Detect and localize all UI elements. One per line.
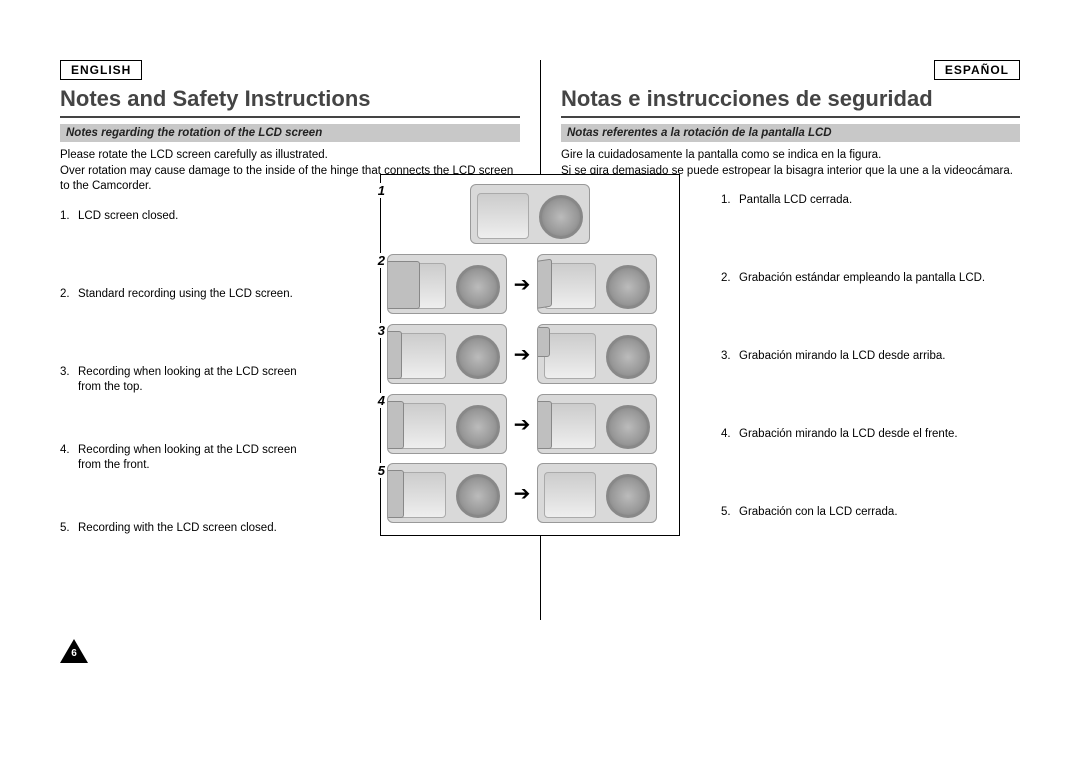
language-tag-english: ENGLISH	[60, 60, 142, 80]
figure-row: 2 ➔	[387, 249, 673, 319]
figure-row-number: 4	[369, 393, 385, 408]
camcorder-icon	[537, 254, 657, 314]
list-item: 4. Recording when looking at the LCD scr…	[60, 443, 320, 513]
camcorder-icon	[537, 394, 657, 454]
item-number: 1.	[60, 209, 78, 279]
item-text: Recording when looking at the LCD screen…	[78, 443, 320, 513]
list-item: 5. Grabación con la LCD cerrada.	[721, 505, 1020, 565]
list-item: 4. Grabación mirando la LCD desde el fre…	[721, 427, 1020, 497]
figure-row-number: 1	[369, 183, 385, 198]
item-text: Grabación mirando la LCD desde el frente…	[739, 427, 1020, 497]
list-spanish: 1. Pantalla LCD cerrada. 2. Grabación es…	[721, 193, 1020, 565]
item-text: Grabación mirando la LCD desde arriba.	[739, 349, 1020, 419]
figure-row-number: 3	[369, 323, 385, 338]
camcorder-icon	[387, 394, 507, 454]
item-text: Recording when looking at the LCD screen…	[78, 365, 320, 435]
arrow-icon: ➔	[507, 412, 537, 437]
list-english: 1. LCD screen closed. 2. Standard record…	[60, 209, 320, 581]
camcorder-icon	[470, 184, 590, 244]
language-tag-spanish: ESPAÑOL	[934, 60, 1020, 80]
list-item: 3. Recording when looking at the LCD scr…	[60, 365, 320, 435]
figure-row: 4 ➔	[387, 389, 673, 459]
item-number: 5.	[60, 521, 78, 581]
item-number: 4.	[721, 427, 739, 497]
figure-row: 5 ➔	[387, 459, 673, 527]
item-text: LCD screen closed.	[78, 209, 320, 279]
camcorder-icon	[387, 324, 507, 384]
page-number: 6	[68, 648, 80, 659]
list-item: 1. LCD screen closed.	[60, 209, 320, 279]
arrow-icon: ➔	[507, 481, 537, 506]
column-english: ENGLISH Notes and Safety Instructions No…	[60, 60, 540, 620]
figure-row-number: 5	[369, 463, 385, 478]
item-text: Grabación estándar empleando la pantalla…	[739, 271, 1020, 341]
section-title-spanish: Notas e instrucciones de seguridad	[561, 84, 1020, 118]
arrow-icon: ➔	[507, 342, 537, 367]
figure-row-number: 2	[369, 253, 385, 268]
item-number: 3.	[721, 349, 739, 419]
item-number: 4.	[60, 443, 78, 513]
section-title-english: Notes and Safety Instructions	[60, 84, 520, 118]
item-text: Recording with the LCD screen closed.	[78, 521, 320, 581]
list-item: 2. Grabación estándar empleando la panta…	[721, 271, 1020, 341]
figure-row: 1	[387, 179, 673, 249]
camcorder-icon	[387, 463, 507, 523]
page-number-marker: 6	[60, 639, 88, 663]
subtitle-spanish: Notas referentes a la rotación de la pan…	[561, 124, 1020, 142]
list-item: 2. Standard recording using the LCD scre…	[60, 287, 320, 357]
item-text: Pantalla LCD cerrada.	[739, 193, 1020, 263]
item-number: 5.	[721, 505, 739, 565]
item-number: 2.	[60, 287, 78, 357]
manual-page: ENGLISH Notes and Safety Instructions No…	[0, 0, 1080, 763]
list-item: 5. Recording with the LCD screen closed.	[60, 521, 320, 581]
item-text: Standard recording using the LCD screen.	[78, 287, 320, 357]
item-number: 1.	[721, 193, 739, 263]
arrow-icon: ➔	[507, 272, 537, 297]
list-item: 3. Grabación mirando la LCD desde arriba…	[721, 349, 1020, 419]
item-number: 2.	[721, 271, 739, 341]
subtitle-english: Notes regarding the rotation of the LCD …	[60, 124, 520, 142]
camcorder-icon	[537, 463, 657, 523]
camcorder-icon	[387, 254, 507, 314]
list-item: 1. Pantalla LCD cerrada.	[721, 193, 1020, 263]
camcorder-icon	[537, 324, 657, 384]
item-number: 3.	[60, 365, 78, 435]
figure-lcd-rotation: 1 2 ➔ 3 ➔ 4	[380, 174, 680, 536]
two-column-layout: ENGLISH Notes and Safety Instructions No…	[60, 60, 1020, 620]
figure-row: 3 ➔	[387, 319, 673, 389]
item-text: Grabación con la LCD cerrada.	[739, 505, 1020, 565]
